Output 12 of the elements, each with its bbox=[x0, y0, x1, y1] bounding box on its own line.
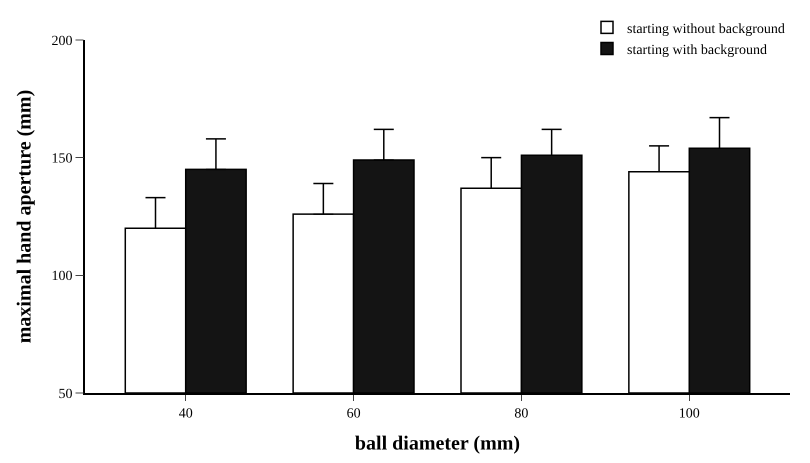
y-tick-label: 200 bbox=[51, 34, 72, 49]
legend-label: starting with background bbox=[627, 43, 767, 58]
x-tick-label: 40 bbox=[178, 406, 193, 422]
x-tick-label: 60 bbox=[346, 406, 361, 422]
y-tick-label: 150 bbox=[51, 152, 72, 167]
x-tick-label: 100 bbox=[678, 406, 700, 422]
y-tick-label: 100 bbox=[51, 269, 72, 284]
y-axis-title: maximal hand aperture (mm) bbox=[13, 90, 36, 344]
y-tick-label: 50 bbox=[58, 386, 72, 402]
x-axis-title: ball diameter (mm) bbox=[354, 432, 520, 455]
legend-label: starting without background bbox=[627, 22, 785, 37]
x-tick-label: 80 bbox=[514, 406, 528, 422]
